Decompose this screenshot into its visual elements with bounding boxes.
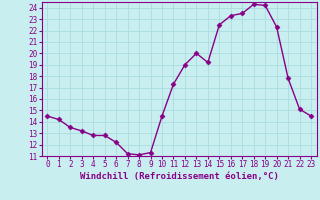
X-axis label: Windchill (Refroidissement éolien,°C): Windchill (Refroidissement éolien,°C) [80, 172, 279, 181]
